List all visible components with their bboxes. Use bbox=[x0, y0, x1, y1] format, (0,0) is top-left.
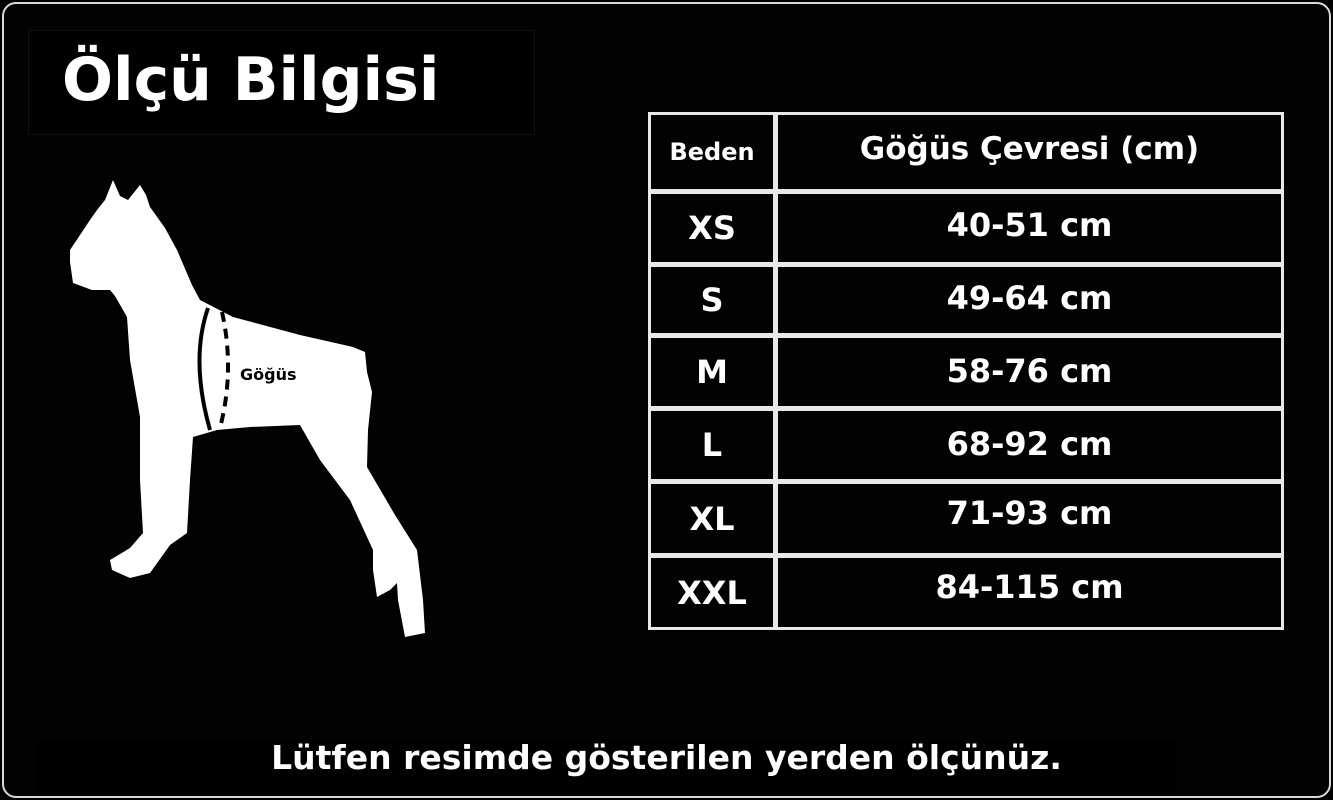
chest-cell: 84-115 cm bbox=[775, 555, 1284, 630]
size-cell: S bbox=[648, 264, 776, 336]
chest-cell: 71-93 cm bbox=[775, 481, 1284, 556]
size-cell: XXL bbox=[648, 555, 776, 630]
chest-dashed-line bbox=[218, 311, 231, 429]
dog-silhouette-icon: Göğüs bbox=[70, 180, 425, 637]
size-table: Beden Göğüs Çevresi (cm) XS 40-51 cm S 4… bbox=[648, 112, 1284, 630]
size-cell: XL bbox=[648, 481, 776, 556]
size-cell: L bbox=[648, 408, 776, 482]
chest-cell: 40-51 cm bbox=[775, 191, 1284, 265]
title-box bbox=[28, 30, 535, 135]
page-title: Ölçü Bilgisi bbox=[62, 45, 440, 115]
size-cell: M bbox=[648, 335, 776, 409]
chest-cell: 49-64 cm bbox=[775, 264, 1284, 336]
size-cell: XS bbox=[648, 191, 776, 265]
dog-body bbox=[70, 180, 425, 637]
chest-label: Göğüs bbox=[240, 365, 297, 384]
header-size: Beden bbox=[648, 112, 776, 192]
measurement-note: Lütfen resimde gösterilen yerden ölçünüz… bbox=[271, 738, 1062, 777]
note-box bbox=[36, 740, 1176, 790]
chest-solid-line bbox=[197, 307, 212, 431]
chest-cell: 68-92 cm bbox=[775, 408, 1284, 482]
header-chest: Göğüs Çevresi (cm) bbox=[775, 112, 1284, 192]
chest-cell: 58-76 cm bbox=[775, 335, 1284, 409]
